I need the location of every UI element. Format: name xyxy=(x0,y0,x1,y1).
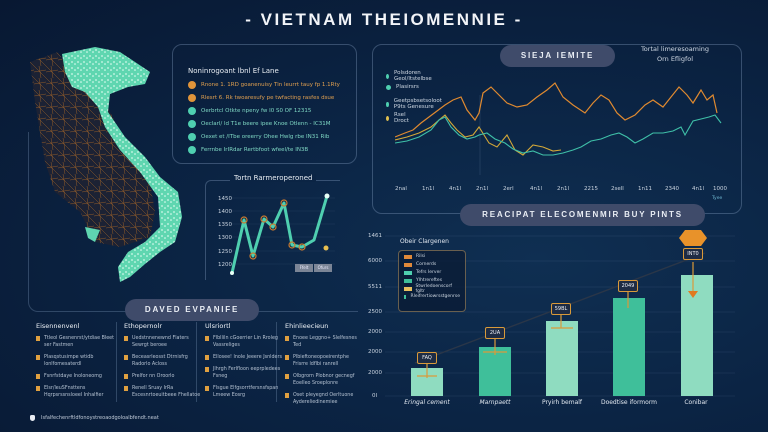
bottom-pill: DAVED EVPANIFE xyxy=(125,299,259,321)
bar-legend-title: Obeir Clargenen xyxy=(400,238,449,245)
info-item: Beceasrleosst Dtrnisfrg Radorlo Acloss xyxy=(124,354,202,368)
mini-chart-title: Tortn Rarmeroperoned xyxy=(230,174,317,182)
y-tick: 5511 xyxy=(368,284,382,290)
y-tick: 2500 xyxy=(368,309,382,315)
info-item: Elsr/leuSFnsttens Hqrpsrssnsloeel Inhalf… xyxy=(36,385,114,399)
y-tick: 1450 xyxy=(218,196,232,202)
y-tick: 2000 xyxy=(368,349,382,355)
legend-item: Rnone 1. 1RD goanenuisy Tin leurrt tauy … xyxy=(188,81,340,89)
vietnam-map xyxy=(30,47,182,282)
info-item: Ellosee! lnole Jeeere Jsnlders xyxy=(205,354,283,361)
bar-legend-item: Rleifrertiowrsstgenrse xyxy=(404,294,460,299)
line-legend-item: Polsdoren Geol/ltstelbse xyxy=(386,70,434,82)
y-tick: 6000 xyxy=(368,258,382,264)
bar-category-label: Conibar xyxy=(684,399,708,406)
bar-category-label: Eringal cement xyxy=(404,399,450,406)
circle-icon xyxy=(188,133,196,141)
mini-line-chart xyxy=(230,193,335,275)
bar-legend-item: Rilsi xyxy=(404,254,460,259)
line-legend-item: Geetpsbsetsoloot P9ts Genesure xyxy=(386,98,444,110)
bar-category-label: Doedtise iformorm xyxy=(600,399,658,406)
info-item: Fsnrfstdaye Inoloneomg xyxy=(36,373,114,380)
legend-item: Oexet et /ITbe oreerry Ohee Hwlg rbe IN3… xyxy=(188,133,329,141)
bar-legend-item: Cornerds xyxy=(404,262,460,267)
bar-tag-1: 2UA xyxy=(485,327,505,339)
apple-icon xyxy=(30,415,35,421)
circle-icon xyxy=(188,94,196,102)
info-item: Ttleol Gesnenrst/ytdiae Bleet ser Fastme… xyxy=(36,335,114,349)
bar-legend-item: Stwrledoenscorf fgltr xyxy=(404,284,460,294)
bar-legend-item: Tefrs Ierver xyxy=(404,270,460,275)
mini-chart-button-1[interactable]: Ofurs xyxy=(314,264,332,272)
divider xyxy=(116,322,117,402)
y-tick: 1300 xyxy=(218,235,232,241)
info-item: Oset pleyegnd Oerltuone Aydereliedinemie… xyxy=(285,392,363,406)
circle-icon xyxy=(188,81,196,89)
bar-category-label: Marnpaett xyxy=(479,399,511,406)
line-x-unit: Tyee xyxy=(712,196,723,201)
circle-icon xyxy=(188,107,196,115)
info-column: Ulsriortl Flblliln cGoerrier Lin Rroleg … xyxy=(205,322,283,399)
bar-tag-4: INT0 xyxy=(683,248,703,260)
footer: Isfalfechenrftldfonoystreoaodgoloalbfend… xyxy=(30,415,159,421)
legend-item: Oerbrtcl Otkte npeny fw I0 S0 OF 12315 xyxy=(188,107,311,115)
multi-line-chart xyxy=(395,82,722,175)
circle-icon xyxy=(188,120,196,128)
line-legend-item: Plasirsrs xyxy=(386,84,419,90)
page-title: - VIETNAM THEIOMENNIE - xyxy=(245,10,523,29)
y-tick: 0I xyxy=(372,393,378,399)
info-item: Jlhrgh Ferlfloon eeprpledees Fsneg xyxy=(205,366,283,380)
info-item: Prelfor nn Oroorlo xyxy=(124,373,202,380)
info-column: Eisennenvenl Ttleol Gesnenrst/ytdiae Ble… xyxy=(36,322,114,399)
mini-chart-button-0[interactable]: Ffelt xyxy=(295,264,313,272)
info-item: Renell Sruay IrRa Escesnrtoeuitbeee Fhel… xyxy=(124,385,202,399)
circle-icon xyxy=(386,73,389,79)
bar-tag-2: 59BL xyxy=(551,303,571,315)
legend-item: Ferrnbe IrIRdar Rertbfoot wfeel/te IN3B xyxy=(188,146,308,154)
info-item: Enoee Leggno+ Slelfesnes Ted xyxy=(285,335,363,349)
y-tick: 2000 xyxy=(368,329,382,335)
line-x-axis: 2nal 1n1l 4n1l 2n1l 2erl 4n1l 2n1l 2215 … xyxy=(395,186,727,192)
y-tick: 2000 xyxy=(368,370,382,376)
circle-icon xyxy=(386,101,389,107)
info-item: Flsgue Elfgsorrtfersnsfspan Lmeew Eosrg xyxy=(205,385,283,399)
info-item: Plbieftoneopoeirentphe Frisrre ldflbi ra… xyxy=(285,354,363,368)
legend-item: Oeclarl/ ld T1e beere ipee Knoe Otlenn -… xyxy=(188,120,331,128)
bar-chart xyxy=(385,230,735,397)
line-chart-subtitle: Tortal limeresoaming Orn Efligfol xyxy=(640,45,710,63)
bar-chart-pill: REACIPAT ELECOMENMIR BUY PINTS xyxy=(460,204,705,226)
circle-icon xyxy=(386,115,389,121)
line-legend-item: Rsel Droct xyxy=(386,112,411,124)
info-item: Flblliln cGoerrier Lin Rroleg Vassrelige… xyxy=(205,335,283,349)
legend-item: Rlesrt 6. Rk twoaresufy pe twfacting ras… xyxy=(188,94,334,102)
bar-tag-0: FAQ xyxy=(417,352,437,364)
line-chart-pill: SIEJA IEMITE xyxy=(500,45,615,67)
y-tick: 1400 xyxy=(218,209,232,215)
bar-legend: Rilsi Cornerds Tefrs Ierver Ylhtrereftes… xyxy=(398,250,466,312)
legend-heading: Noninrogoant lbnl Ef Lane xyxy=(188,67,279,75)
y-tick: 1200 xyxy=(218,262,232,268)
info-item: Olbgrorn Plobnor gecnegf Eoelleo Sroeplo… xyxy=(285,373,363,387)
y-tick: 1461 xyxy=(368,233,382,239)
bar-category-label: Pryirh bemalf xyxy=(541,399,583,406)
y-tick: 1250 xyxy=(218,249,232,255)
circle-icon xyxy=(386,84,391,90)
info-column: Ehinlieecieun Enoee Leggno+ Slelfesnes T… xyxy=(285,322,363,405)
circle-icon xyxy=(188,146,196,154)
info-item: Plasqstusimpe wtidb lonlfomesaterdl xyxy=(36,354,114,368)
divider xyxy=(196,322,197,402)
divider xyxy=(276,322,277,402)
bar-tag-3: 2049 xyxy=(618,280,638,292)
bar-legend-item: Ylhtrereftes xyxy=(404,278,460,283)
info-column: Ethopernolr Uedstnnenewnd Flaters Sewrgt… xyxy=(124,322,202,399)
info-item: Uedstnnenewnd Flaters Sewrgt beroee xyxy=(124,335,202,349)
legend-panel: Noninrogoant lbnl Ef Lane Rnone 1. 1RD g… xyxy=(172,44,357,164)
footer-text: Isfalfechenrftldfonoystreoaodgoloalbfend… xyxy=(41,415,159,421)
y-tick: 1350 xyxy=(218,222,232,228)
